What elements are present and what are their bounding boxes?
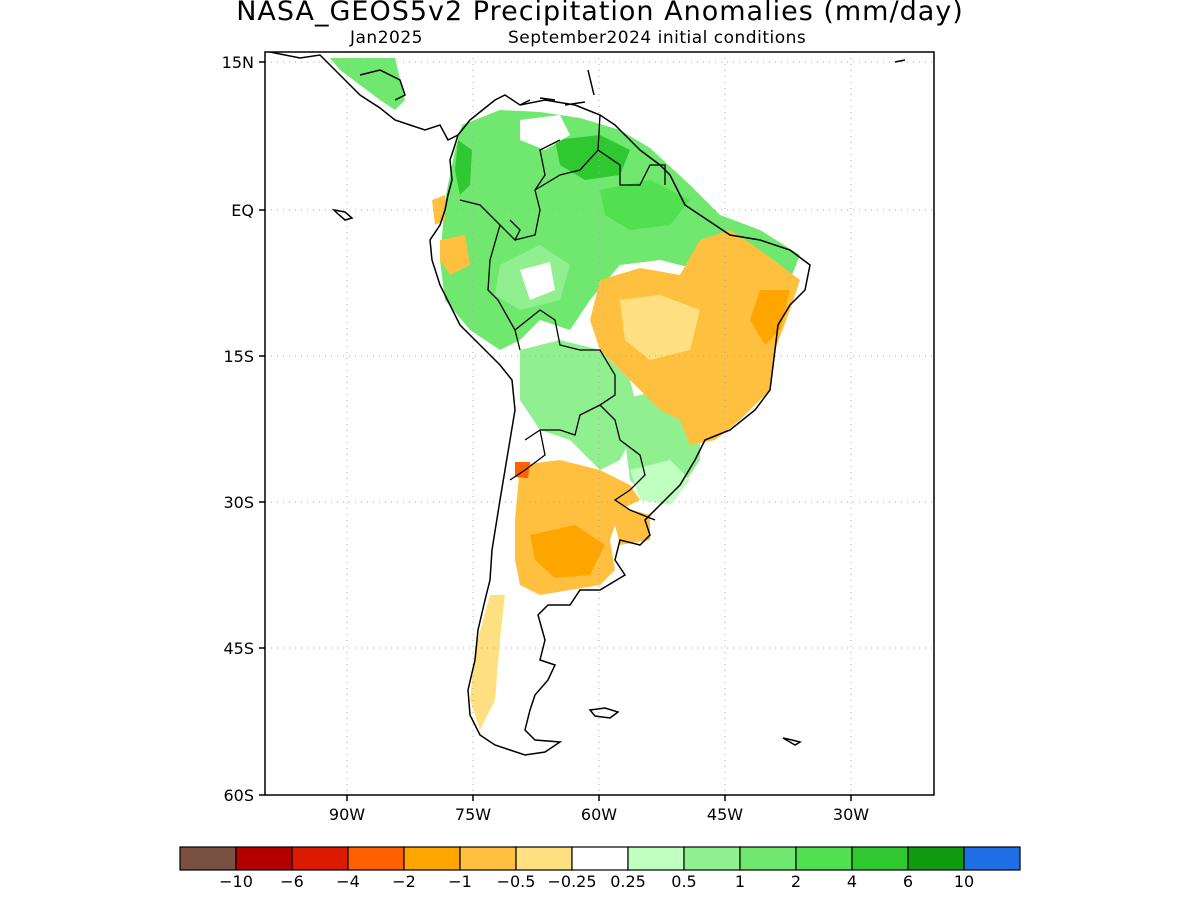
anomaly-argentina-core [530,525,605,578]
country-borders [459,114,666,521]
lat-label-45s: 45S [223,639,254,658]
colorbar-swatch [851,846,909,871]
central-america-coast [269,52,459,141]
colorbar-swatch [515,846,573,871]
caribbean-islands [519,59,906,106]
anomaly-central-america [330,58,405,110]
colorbar-swatch [347,846,405,871]
galapagos [331,208,354,221]
lat-labels: 15N EQ 15S 30S 45S 60S [222,53,254,805]
anomaly-dark-green-2 [555,135,630,180]
anomaly-east-brazil-core [750,290,790,345]
colorbar-label: 4 [847,872,857,891]
lon-labels: 90W 75W 60W 45W 30W [329,805,869,824]
colorbar-label: 0.25 [610,872,646,891]
anomaly-peru-dry [440,235,470,275]
colorbar-swatch [571,846,629,871]
colorbar-labels: −10 −6 −4 −2 −1 −0.5 −0.25 0.25 0.5 1 2 4 6 10 [219,872,974,891]
colorbar-label: 2 [791,872,801,891]
colorbar-swatch [963,846,1021,871]
falklands [588,707,620,719]
colorbar-swatch [683,846,741,871]
lat-label-15n: 15N [222,53,254,72]
forecast-month: Jan2025 [350,28,423,48]
colorbar-swatch [459,846,517,871]
lon-label-90w: 90W [329,805,365,824]
south-america-coast [429,94,811,756]
colorbar-swatch [739,846,797,871]
lon-label-30w: 30W [833,805,869,824]
colorbar-swatch [179,846,237,871]
colorbar-swatch [907,846,965,871]
colorbar [179,846,1021,871]
coastlines [269,52,906,756]
anomaly-east-brazil-dry [590,230,800,445]
colorbar-swatch [795,846,853,871]
anomaly-chile-dry [470,595,505,730]
colorbar-swatch [627,846,685,871]
colorbar-label: 1 [735,872,745,891]
colorbar-label: −0.25 [547,872,596,891]
map-title: NASA_GEOS5v2 Precipitation Anomalies (mm… [236,0,964,27]
lat-label-eq: EQ [231,201,254,220]
lon-label-75w: 75W [455,805,491,824]
lat-label-60s: 60S [223,786,254,805]
colorbar-swatch [235,846,293,871]
colorbar-swatch [403,846,461,871]
lon-label-60w: 60W [581,805,617,824]
lat-label-15s: 15S [223,347,254,366]
lat-label-30s: 30S [223,493,254,512]
anomaly-dark-green-3 [600,180,690,230]
colorbar-label: −6 [280,872,304,891]
anomaly-shading [330,58,800,730]
tick-marks [259,61,852,801]
colorbar-label: 0.5 [671,872,696,891]
colorbar-swatch [291,846,349,871]
anomaly-east-brazil-light [620,295,700,360]
colorbar-label: −1 [448,872,472,891]
anomaly-south-brazil-wet [630,460,690,505]
colorbar-label: −10 [219,872,253,891]
colorbar-label: −2 [392,872,416,891]
colorbar-label: 6 [903,872,913,891]
south-georgia [782,737,802,746]
colorbar-label: 10 [954,872,974,891]
anomaly-white-2 [520,262,555,300]
anomaly-dark-green-1 [455,140,472,195]
lon-label-45w: 45W [707,805,743,824]
colorbar-label: −0.5 [497,872,536,891]
colorbar-label: −4 [336,872,360,891]
central-america-north-coast [359,69,406,101]
anomaly-light-green-2 [520,340,640,470]
initial-conditions: September2024 initial conditions [508,28,807,48]
